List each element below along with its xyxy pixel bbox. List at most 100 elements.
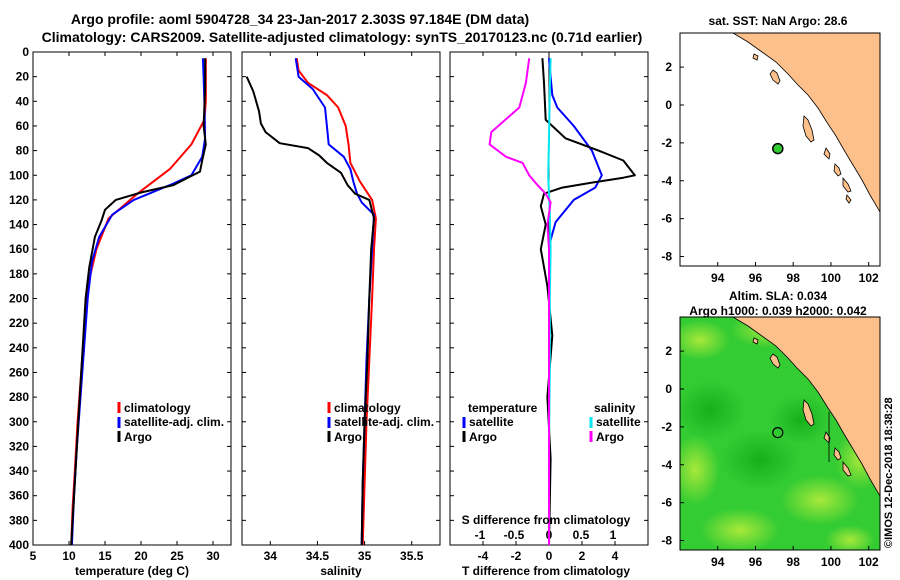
tdiff-xlabel: T difference from climatology (462, 564, 630, 578)
x-tick-label: 15 (98, 549, 112, 563)
legend-satellite: satellite-adj. clim. (124, 415, 224, 429)
x-tick-label: 34.5 (306, 549, 330, 563)
depth-tick-label: 60 (16, 119, 30, 133)
sdiff-xlabel: S difference from climatology (462, 513, 631, 527)
series-line-s-argo (488, 58, 552, 545)
legend-s-argo: Argo (596, 430, 624, 444)
x-tick-label: 0 (546, 549, 553, 563)
depth-tick-label: 400 (9, 538, 29, 552)
depth-tick-label: 20 (16, 70, 30, 84)
depth-tick-label: 40 (16, 94, 30, 108)
map2-island (842, 460, 852, 477)
depth-axis: 0 20 40 60 80 100 120 140 160 180 200 220 240 260 280 3… (9, 45, 29, 552)
lon-tick-label: 100 (821, 555, 841, 569)
lon-tick-label: 96 (749, 271, 763, 285)
lat-tick-label: -8 (661, 250, 672, 264)
map2-frame (679, 316, 881, 551)
x-tick-label: -4 (478, 549, 489, 563)
legend-temperature-heading: temperature (468, 401, 538, 415)
title-line2: Climatology: CARS2009. Satellite-adjuste… (42, 29, 643, 45)
map1-island (802, 115, 815, 143)
lon-tick-label: 98 (787, 271, 801, 285)
map1-island (769, 69, 781, 85)
series-line-argo (245, 76, 375, 545)
legend-t-argo: Argo (469, 430, 497, 444)
lat-tick-label: -4 (661, 458, 672, 472)
x-tick-label: 35.5 (400, 549, 424, 563)
lon-tick-label: 100 (821, 271, 841, 285)
map2-title-line2: Argo h1000: 0.039 h2000: 0.042 (689, 304, 867, 318)
map1-argo-location (772, 142, 784, 155)
x-tick-label: 2 (579, 549, 586, 563)
lat-tick-label: -6 (661, 496, 672, 510)
x-tick-label: 10 (62, 549, 76, 563)
map2-island (833, 447, 842, 461)
x-tick-label: 25 (170, 549, 184, 563)
lat-tick-label: 0 (665, 382, 672, 396)
legend-satellite: satellite-adj. clim. (334, 415, 434, 429)
x-tick-label: 5 (30, 549, 37, 563)
map2-island (769, 353, 781, 369)
map1-island (842, 176, 852, 193)
lat-tick-label: 0 (665, 98, 672, 112)
lat-tick-label: -2 (661, 420, 672, 434)
lat-tick-label: 2 (665, 344, 672, 358)
depth-tick-label: 0 (22, 45, 29, 59)
depth-tick-label: 80 (16, 144, 30, 158)
salinity-panel-frame (241, 51, 441, 546)
lat-tick-label: -4 (661, 174, 672, 188)
depth-tick-label: 360 (9, 489, 29, 503)
depth-tick-label: 120 (9, 193, 29, 207)
temperature-xlabel: temperature (deg C) (75, 564, 189, 578)
depth-tick-label: 180 (9, 267, 29, 281)
difference-series (488, 58, 636, 545)
lat-tick-label: -2 (661, 136, 672, 150)
legend-argo: Argo (334, 430, 362, 444)
legend-argo: Argo (124, 430, 152, 444)
x-tick-label: 4 (612, 549, 619, 563)
depth-tick-label: 220 (9, 316, 29, 330)
x2-tick-label: -1 (475, 528, 486, 542)
imos-credit: ©IMOS 12-Dec-2018 18:38:28 (883, 397, 895, 548)
temperature-x-axis: 5 10 15 20 25 30 (30, 51, 231, 563)
depth-tick-label: 280 (9, 390, 29, 404)
lat-tick-label: 2 (665, 60, 672, 74)
title-line1: Argo profile: aoml 5904728_34 23-Jan-201… (71, 11, 529, 27)
legend-s-satellite: satellite (596, 415, 641, 429)
depth-tick-label: 160 (9, 242, 29, 256)
series-line-satellite-adj-clim- (70, 58, 207, 545)
map2-island (802, 399, 815, 427)
depth-tick-label: 300 (9, 415, 29, 429)
salinity-x-axis: 34 34.5 35 35.5 (242, 51, 440, 563)
series-line-climatology (295, 58, 377, 545)
lat-tick-label: -8 (661, 534, 672, 548)
temperature-series (70, 58, 207, 545)
legend-climatology: climatology (334, 401, 401, 415)
x-tick-label: 35 (358, 549, 372, 563)
lon-tick-label: 94 (711, 555, 725, 569)
salinity-legend: climatology satellite-adj. clim. Argo (327, 401, 434, 444)
depth-tick-label: 320 (9, 439, 29, 453)
map1-axes: 2 0 -2 -4 -6 -8 94 96 98 100 102 (661, 60, 879, 285)
legend-t-satellite: satellite (469, 415, 514, 429)
lon-tick-label: 96 (749, 555, 763, 569)
depth-tick-label: 260 (9, 365, 29, 379)
series-line-argo (70, 58, 207, 545)
x-tick-label: 20 (134, 549, 148, 563)
map1-frame (679, 32, 881, 267)
map1-island (845, 194, 852, 204)
salinity-series (245, 58, 377, 545)
temperature-legend: climatology satellite-adj. clim. Argo (117, 401, 224, 444)
x-tick-label: -2 (511, 549, 522, 563)
depth-tick-label: 340 (9, 464, 29, 478)
x-tick-label: 30 (206, 549, 220, 563)
difference-legend: temperature satellite Argo salinity sate… (462, 401, 641, 444)
depth-tick-label: 140 (9, 218, 29, 232)
x-tick-label: 34 (264, 549, 278, 563)
legend-climatology: climatology (124, 401, 191, 415)
map1-island (833, 163, 842, 177)
x2-tick-label: 0.5 (573, 528, 590, 542)
map1-area (680, 33, 880, 266)
lon-tick-label: 98 (787, 555, 801, 569)
